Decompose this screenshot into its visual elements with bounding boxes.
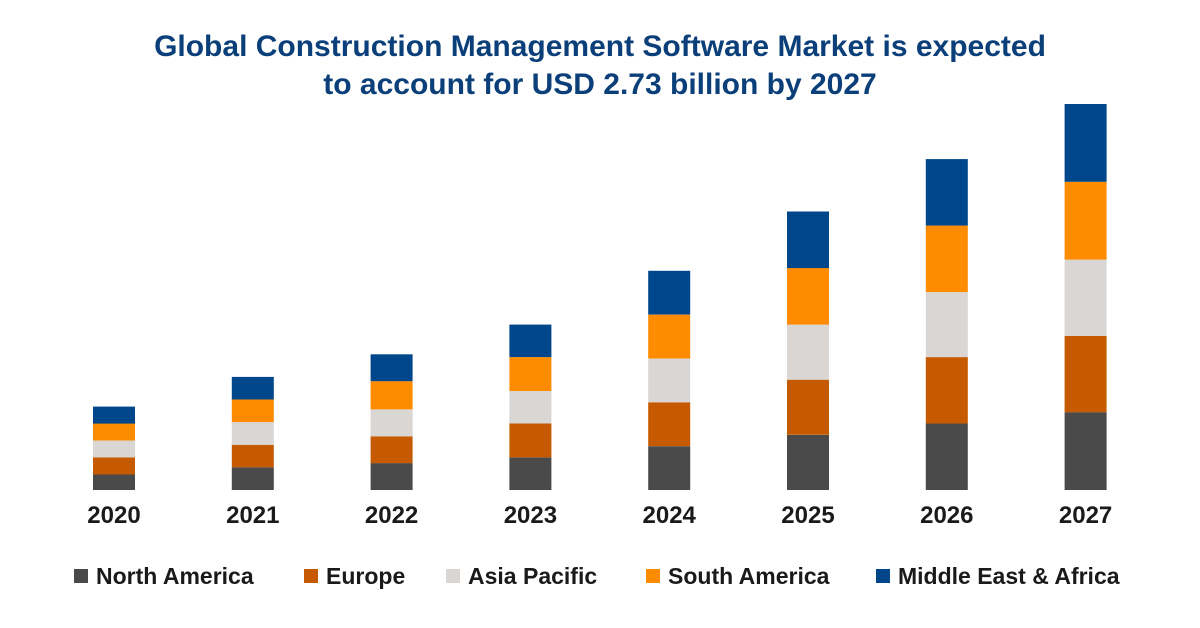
legend-item-middle-east-africa: Middle East & Africa xyxy=(876,560,1120,592)
bar-segment-2021-north-america xyxy=(231,467,274,490)
x-tick-label-2024: 2024 xyxy=(643,502,697,529)
bar-segment-2025-asia-pacific xyxy=(787,324,829,380)
legend-item-asia-pacific: Asia Pacific xyxy=(446,560,597,592)
legend-item-europe: Europe xyxy=(304,560,405,592)
chart-title-line-2: to account for USD 2.73 billion by 2027 xyxy=(323,68,877,101)
bar-segment-2020-north-america xyxy=(93,474,135,490)
x-tick-label-2026: 2026 xyxy=(920,502,973,529)
chart-title-line-1: Global Construction Management Software … xyxy=(154,30,1046,63)
legend-item-south-america: South America xyxy=(646,560,829,592)
bar-segment-2021-europe xyxy=(231,444,274,468)
bar-segment-2021-middle-east-africa xyxy=(231,376,274,400)
bar-segment-2025-middle-east-africa xyxy=(787,211,829,269)
bar-segment-2023-asia-pacific xyxy=(509,391,552,424)
bar-segment-2022-middle-east-africa xyxy=(370,354,413,382)
bar-segment-2020-middle-east-africa xyxy=(93,406,135,424)
bar-segment-2025-south-america xyxy=(787,268,829,325)
legend-swatch-europe xyxy=(304,569,318,583)
legend-label-asia-pacific: Asia Pacific xyxy=(468,562,598,589)
legend-swatch-north-america xyxy=(74,569,88,583)
bar-segment-2020-europe xyxy=(93,457,135,475)
bar-segment-2026-south-america xyxy=(925,225,968,293)
chart-legend: North America Europe Asia Pacific South … xyxy=(0,560,1200,592)
bar-segment-2027-middle-east-africa xyxy=(1064,104,1107,182)
chart-title: Global Construction Management Software … xyxy=(0,28,1200,104)
bar-segment-2026-asia-pacific xyxy=(925,292,968,358)
bar-segment-2021-asia-pacific xyxy=(231,422,274,445)
bar-segment-2022-south-america xyxy=(370,381,413,410)
bar-segment-2022-north-america xyxy=(370,463,413,490)
bar-segment-2021-south-america xyxy=(231,399,274,423)
bar-segment-2023-north-america xyxy=(509,457,552,490)
bar-segment-2022-asia-pacific xyxy=(370,409,413,437)
bar-segment-2024-south-america xyxy=(648,314,691,359)
bar-segment-2024-north-america xyxy=(648,446,691,490)
x-tick-label-2021: 2021 xyxy=(226,502,279,529)
bar-segment-2022-europe xyxy=(370,436,413,464)
bar-segment-2020-south-america xyxy=(93,423,135,441)
bar-segment-2026-europe xyxy=(925,357,968,424)
x-tick-label-2027: 2027 xyxy=(1059,502,1112,529)
bar-segment-2026-middle-east-africa xyxy=(925,159,968,226)
legend-label-south-america: South America xyxy=(668,562,830,589)
bar-segment-2024-europe xyxy=(648,402,691,447)
bar-segment-2024-middle-east-africa xyxy=(648,270,691,315)
legend-label-europe: Europe xyxy=(326,562,406,589)
x-tick-label-2022: 2022 xyxy=(365,502,418,529)
bar-segment-2026-north-america xyxy=(925,423,968,490)
bar-segment-2023-europe xyxy=(509,423,552,458)
legend-swatch-middle-east-africa xyxy=(876,569,890,583)
bar-segment-2020-asia-pacific xyxy=(93,440,135,458)
x-tick-label-2025: 2025 xyxy=(781,502,834,529)
bar-segment-2023-south-america xyxy=(509,357,552,391)
legend-label-middle-east-africa: Middle East & Africa xyxy=(898,562,1120,589)
bar-segment-2027-south-america xyxy=(1064,181,1107,260)
legend-swatch-south-america xyxy=(646,569,660,583)
bar-segment-2025-europe xyxy=(787,379,829,435)
bar-segment-2027-north-america xyxy=(1064,412,1107,490)
legend-item-north-america: North America xyxy=(74,560,254,592)
legend-label-north-america: North America xyxy=(96,562,254,589)
bar-segment-2023-middle-east-africa xyxy=(509,324,552,358)
x-tick-label-2023: 2023 xyxy=(504,502,557,529)
bar-segment-2024-asia-pacific xyxy=(648,358,691,403)
legend-swatch-asia-pacific xyxy=(446,569,460,583)
bar-segment-2027-europe xyxy=(1064,335,1107,413)
bar-segment-2027-asia-pacific xyxy=(1064,259,1107,336)
x-tick-label-2020: 2020 xyxy=(87,502,140,529)
bar-segment-2025-north-america xyxy=(787,434,829,490)
